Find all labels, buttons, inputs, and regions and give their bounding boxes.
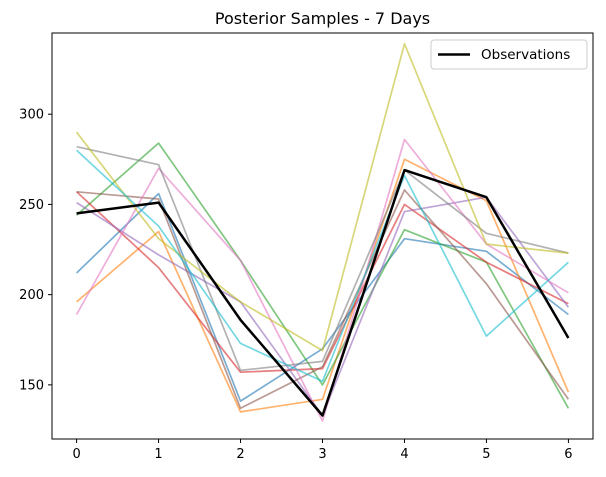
x-tick-label: 2 bbox=[236, 447, 244, 462]
legend-label-observations: Observations bbox=[481, 47, 570, 63]
sample-line-8 bbox=[75, 42, 569, 352]
y-tick-label: 300 bbox=[19, 108, 44, 123]
legend: Observations bbox=[430, 39, 588, 70]
x-axis: 0 1 2 3 4 5 6 bbox=[72, 439, 573, 462]
y-tick-label: 200 bbox=[19, 288, 44, 303]
y-tick-label: 250 bbox=[19, 198, 44, 213]
x-tick-label: 0 bbox=[72, 447, 80, 462]
observations-line bbox=[76, 168, 570, 417]
x-tick-label: 6 bbox=[564, 447, 572, 462]
sample-line-7 bbox=[76, 145, 569, 372]
x-tick-label: 1 bbox=[154, 447, 162, 462]
legend-box bbox=[430, 39, 588, 70]
x-tick-label: 4 bbox=[400, 447, 408, 462]
chart-title: Posterior Samples - 7 Days bbox=[215, 9, 430, 28]
y-tick-label: 150 bbox=[19, 378, 44, 393]
x-tick-label: 5 bbox=[482, 447, 490, 462]
sample-line-5 bbox=[76, 189, 570, 410]
y-axis: 150 200 250 300 bbox=[19, 108, 52, 393]
x-tick-label: 3 bbox=[318, 447, 326, 462]
plot-lines bbox=[75, 42, 570, 422]
sample-line-9 bbox=[76, 149, 569, 383]
sample-line-1 bbox=[76, 158, 570, 413]
sample-line-3 bbox=[76, 191, 569, 374]
